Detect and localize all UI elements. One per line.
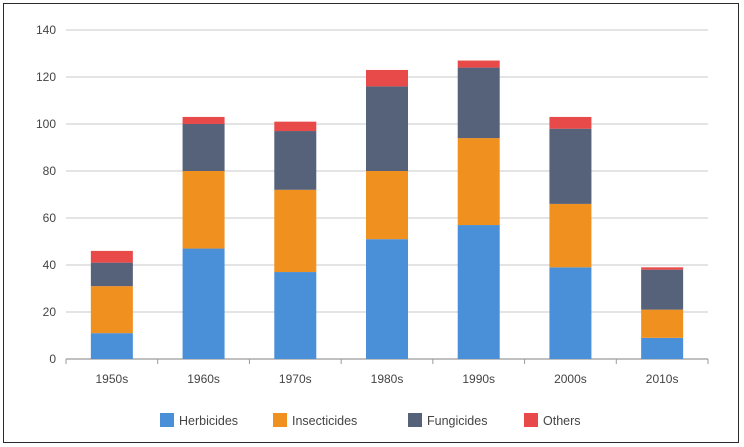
bar-segment-herbicides-1970s	[274, 272, 317, 359]
bar-segment-others-1960s	[182, 116, 225, 124]
x-tick-label: 1960s	[187, 372, 220, 386]
x-tick-label: 1950s	[96, 372, 129, 386]
bar-segment-others-1950s	[90, 250, 133, 263]
bar-segment-others-1990s	[457, 60, 500, 68]
bar-segment-insecticides-2010s	[641, 309, 684, 338]
bar-segment-insecticides-2000s	[549, 203, 592, 268]
x-axis-ticks: 1950s 1960s 1970s 1980s 1990s 2000s 2010s	[65, 359, 709, 386]
y-axis-ticks: 0 20 40 60 80 100 120 140	[36, 23, 56, 366]
y-tick-label: 140	[36, 23, 56, 37]
bar-segment-insecticides-1970s	[274, 189, 317, 273]
y-tick-label: 0	[49, 352, 56, 366]
bar-segment-insecticides-1960s	[182, 171, 225, 249]
bar-segment-fungicides-1950s	[90, 262, 133, 287]
bar-segment-herbicides-1950s	[90, 333, 133, 359]
x-tick-label: 1990s	[462, 372, 495, 386]
y-tick-label: 20	[43, 305, 57, 319]
bar-segment-others-2000s	[549, 116, 592, 129]
y-tick-label: 40	[43, 258, 57, 272]
x-tick-label: 1970s	[279, 372, 312, 386]
bar-segment-herbicides-2000s	[549, 267, 592, 359]
legend-swatch-fungicides	[408, 413, 422, 427]
legend-swatch-herbicides	[160, 413, 174, 427]
legend-label-insecticides: Insecticides	[292, 414, 357, 428]
y-tick-label: 80	[43, 164, 57, 178]
bar-segment-fungicides-1980s	[366, 86, 408, 171]
bar-segment-insecticides-1980s	[366, 171, 408, 240]
y-tick-label: 100	[36, 117, 56, 131]
bar-segment-fungicides-2000s	[549, 128, 592, 204]
legend: Herbicides Insecticides Fungicides Others	[160, 413, 581, 428]
bar-segment-fungicides-1960s	[182, 124, 225, 171]
legend-label-fungicides: Fungicides	[427, 414, 487, 428]
legend-label-herbicides: Herbicides	[179, 414, 238, 428]
bars	[90, 60, 684, 359]
bar-segment-fungicides-1970s	[274, 131, 317, 190]
bar-segment-herbicides-1980s	[366, 239, 408, 359]
bar-segment-fungicides-2010s	[641, 269, 684, 310]
legend-swatch-insecticides	[273, 413, 287, 427]
bar-segment-herbicides-1990s	[457, 225, 500, 359]
bar-segment-others-2010s	[641, 267, 684, 270]
bar-segment-others-1980s	[366, 69, 408, 87]
bar-segment-insecticides-1950s	[90, 286, 133, 334]
y-tick-label: 120	[36, 70, 56, 84]
bar-segment-fungicides-1990s	[457, 67, 500, 139]
bar-segment-insecticides-1990s	[457, 138, 500, 226]
bar-segment-herbicides-2010s	[641, 337, 684, 359]
bar-segment-others-1970s	[274, 121, 317, 132]
x-tick-label: 2000s	[554, 372, 587, 386]
legend-swatch-others	[524, 413, 538, 427]
legend-label-others: Others	[543, 414, 581, 428]
y-tick-label: 60	[43, 211, 57, 225]
x-tick-label: 2010s	[646, 372, 679, 386]
bar-segment-herbicides-1960s	[182, 248, 225, 359]
x-tick-label: 1980s	[371, 372, 404, 386]
